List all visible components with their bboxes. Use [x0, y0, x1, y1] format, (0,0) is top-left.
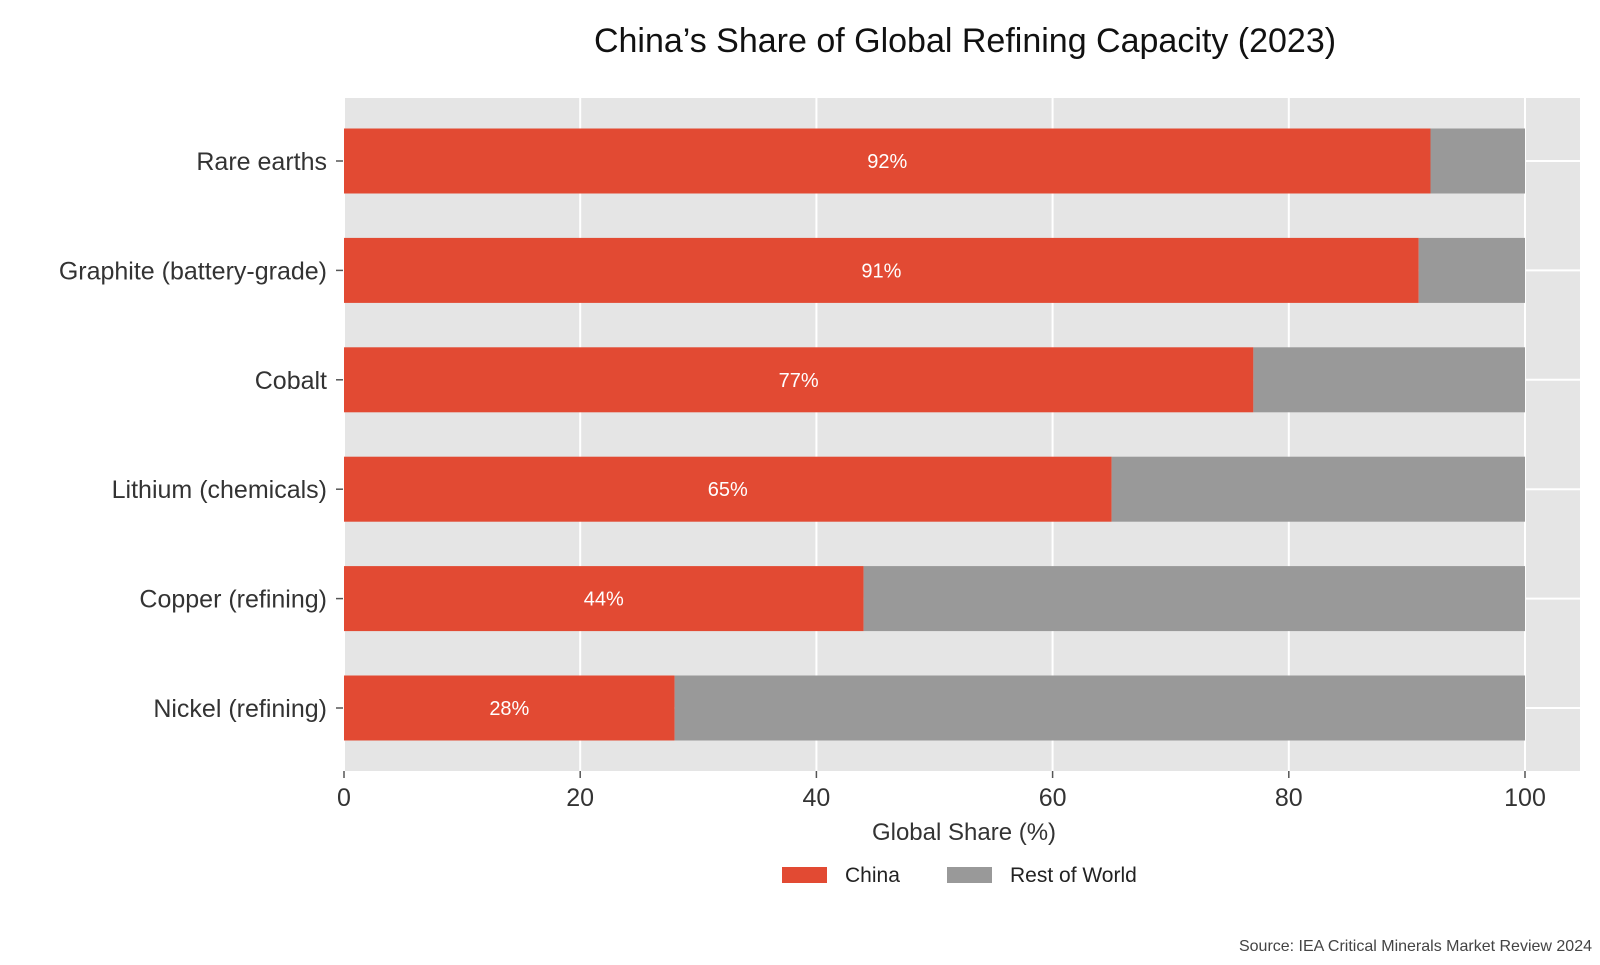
legend-label-china: China: [845, 864, 900, 887]
y-axis: Rare earths Graphite (battery-grade) Cobal…: [59, 148, 343, 723]
bar-value-label: 28%: [489, 698, 529, 720]
x-axis: 0 20 40 60 80 100: [337, 771, 1546, 812]
bar-china: [344, 566, 864, 632]
bar-value-label: 91%: [861, 260, 901, 282]
bar-china: [344, 237, 1419, 303]
bar-value-label: 44%: [584, 589, 624, 611]
bar-value-label: 77%: [779, 370, 819, 392]
bar-rest-of-world: [674, 675, 1525, 741]
x-tick-label: 0: [337, 784, 351, 812]
x-tick-label: 80: [1275, 784, 1303, 812]
bar-rest-of-world: [1253, 347, 1525, 413]
bar-rest-of-world: [1430, 128, 1525, 194]
plot-background: [343, 98, 1580, 771]
category-label: Copper (refining): [139, 586, 327, 614]
chart-title: China’s Share of Global Refining Capacit…: [594, 22, 1336, 60]
bar-rest-of-world: [1111, 456, 1525, 522]
legend-swatch-rest-of-world: [947, 867, 992, 883]
category-label: Nickel (refining): [153, 695, 327, 723]
source-note: Source: IEA Critical Minerals Market Rev…: [1239, 938, 1592, 955]
category-label: Rare earths: [196, 148, 327, 176]
bars: [344, 128, 1525, 741]
x-tick-label: 100: [1504, 784, 1546, 812]
data-labels: 92% 91% 77% 65% 44% 28%: [489, 151, 907, 720]
x-tick-label: 60: [1039, 784, 1067, 812]
bar-china: [344, 456, 1112, 522]
bar-value-label: 65%: [708, 479, 748, 501]
x-tick-label: 20: [566, 784, 594, 812]
bar-rest-of-world: [863, 566, 1525, 632]
x-tick-label: 40: [802, 784, 830, 812]
category-label: Graphite (battery-grade): [59, 257, 327, 285]
bar-china: [344, 347, 1254, 413]
bar-china: [344, 675, 675, 741]
bar-value-label: 92%: [867, 151, 907, 173]
legend-swatch-china: [782, 867, 827, 883]
bar-rest-of-world: [1418, 237, 1525, 303]
legend: China Rest of World: [782, 864, 1137, 887]
category-label: Cobalt: [255, 367, 327, 395]
bar-china: [344, 128, 1431, 194]
x-axis-title: Global Share (%): [872, 819, 1056, 846]
legend-label-rest-of-world: Rest of World: [1010, 864, 1137, 887]
category-label: Lithium (chemicals): [112, 476, 327, 504]
